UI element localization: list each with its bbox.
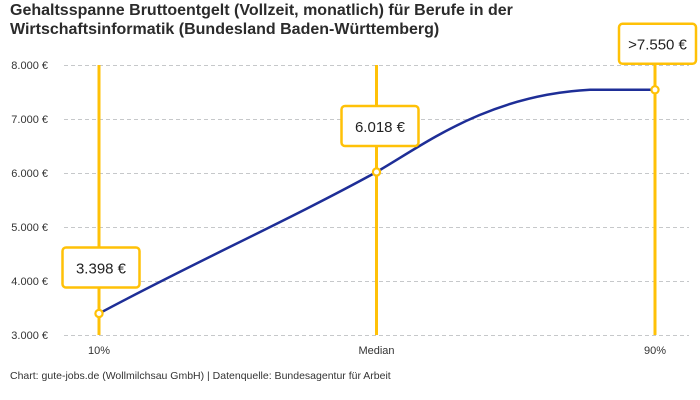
svg-text:5.000 €: 5.000 € <box>11 222 48 234</box>
svg-text:Chart: gute-jobs.de (Wollmilch: Chart: gute-jobs.de (Wollmilchsau GmbH) … <box>10 370 391 382</box>
svg-text:4.000 €: 4.000 € <box>11 276 48 288</box>
svg-text:8.000 €: 8.000 € <box>11 60 48 72</box>
svg-text:3.000 €: 3.000 € <box>11 330 48 342</box>
svg-text:Gehaltsspanne Bruttoentgelt (V: Gehaltsspanne Bruttoentgelt (Vollzeit, m… <box>10 2 513 19</box>
svg-text:6.018 €: 6.018 € <box>355 119 406 136</box>
svg-text:Median: Median <box>358 345 394 357</box>
svg-text:6.000 €: 6.000 € <box>11 168 48 180</box>
svg-text:3.398 €: 3.398 € <box>76 260 127 277</box>
svg-text:90%: 90% <box>644 345 666 357</box>
svg-text:7.000 €: 7.000 € <box>11 114 48 126</box>
svg-text:>7.550 €: >7.550 € <box>628 37 687 54</box>
svg-text:Wirtschaftsinformatik (Bundesl: Wirtschaftsinformatik (Bundesland Baden-… <box>10 21 439 38</box>
svg-text:10%: 10% <box>88 345 110 357</box>
